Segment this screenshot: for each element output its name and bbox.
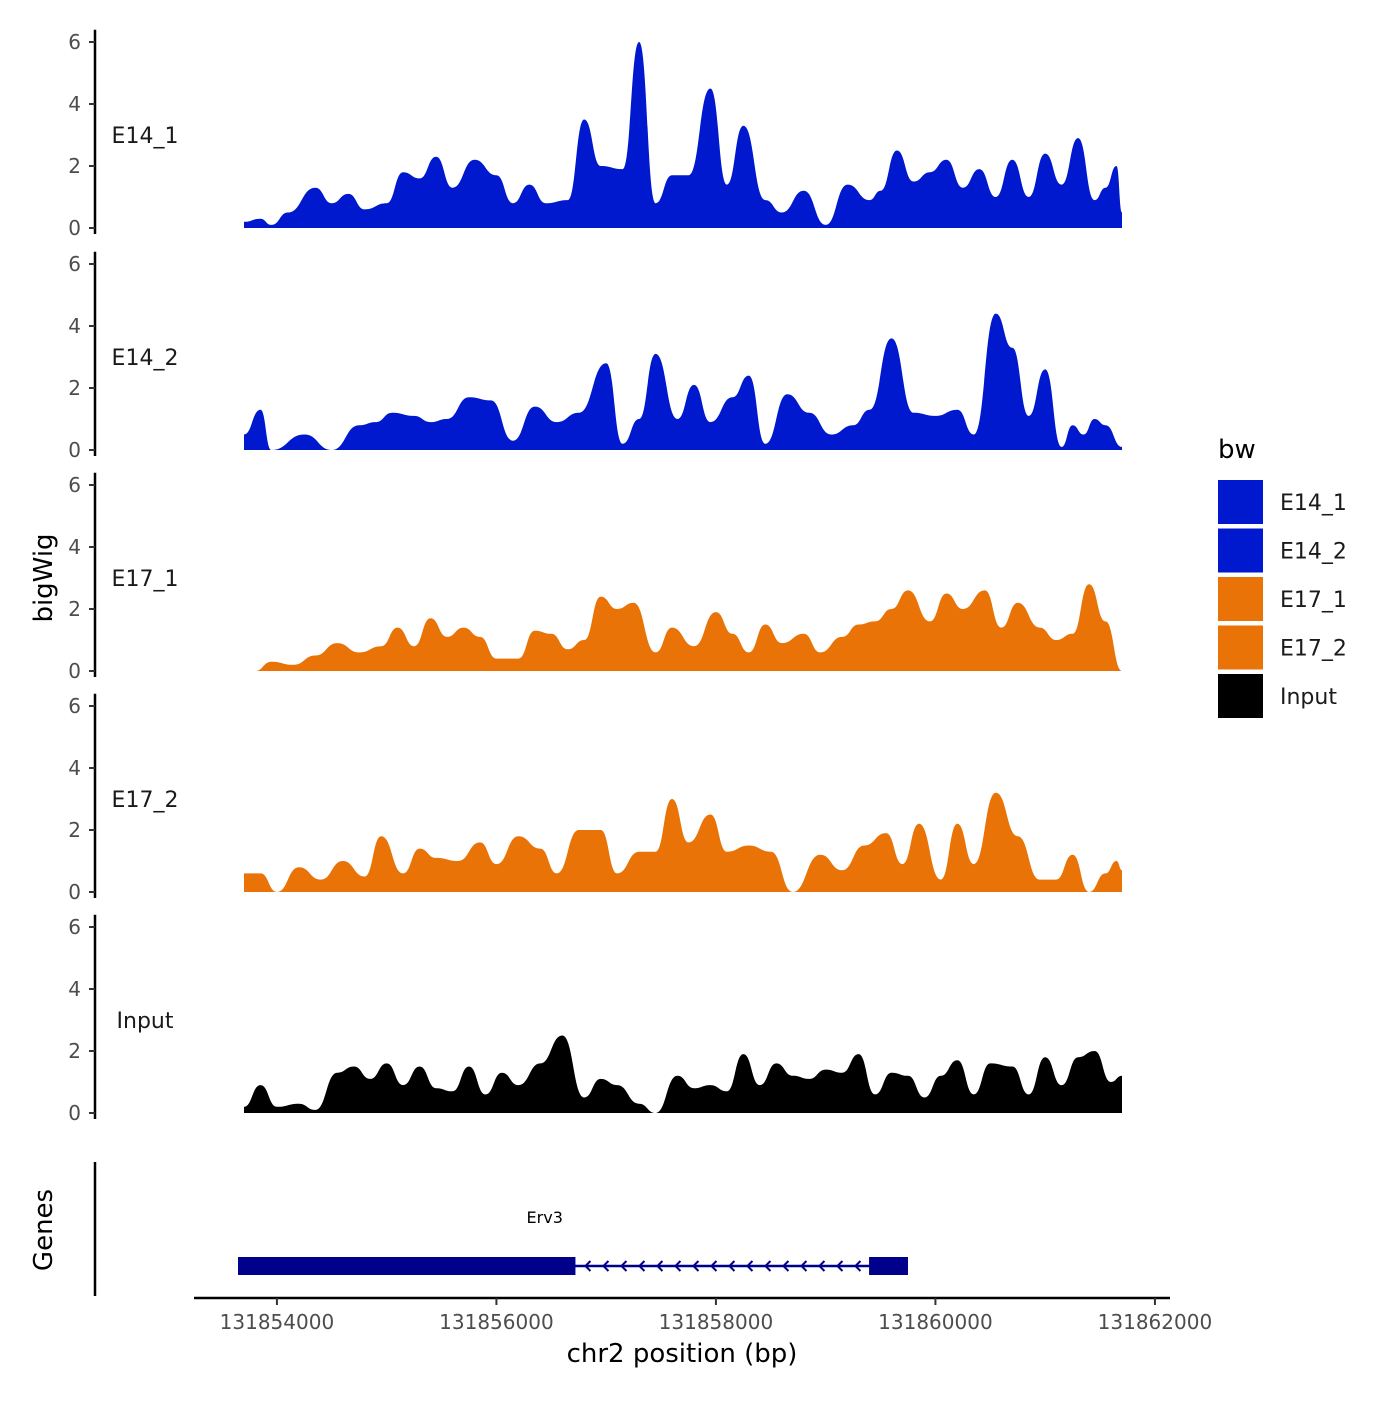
y-tick-label: 2: [68, 818, 81, 842]
track-input: 0 2 4 6 Input: [68, 914, 1122, 1125]
gene-name-label: Erv3: [527, 1208, 563, 1227]
track-label: E17_2: [112, 788, 179, 813]
gene-exon: [238, 1257, 576, 1275]
coverage-area-e17_1: [255, 584, 1122, 671]
strand-arrow: [584, 1260, 592, 1272]
legend-swatch-e17_1: [1218, 577, 1263, 621]
strand-arrow: [674, 1260, 682, 1272]
strand-arrow: [818, 1260, 826, 1272]
strand-arrow: [710, 1260, 718, 1272]
legend-label-input: Input: [1280, 685, 1337, 710]
strand-arrow: [782, 1260, 790, 1272]
y-tick-label: 0: [68, 659, 81, 683]
legend-label-e17_1: E17_1: [1280, 588, 1347, 613]
legend-label-e17_2: E17_2: [1280, 637, 1347, 662]
y-tick-label: 4: [68, 535, 81, 559]
x-axis-title: chr2 position (bp): [567, 1339, 798, 1369]
y-tick-label: 2: [68, 597, 81, 621]
legend-swatch-e14_2: [1218, 528, 1263, 573]
track-e14_2: 0 2 4 6 E14_2: [68, 251, 1122, 462]
coverage-area-input: [244, 1035, 1122, 1113]
track-e17_2: 0 2 4 6 E17_2: [68, 693, 1122, 904]
y-tick-label: 0: [68, 216, 81, 240]
track-e17_1: 0 2 4 6 E17_1: [68, 472, 1122, 683]
track-e14_1: 0 2 4 6 E14_1: [68, 29, 1122, 240]
y-tick-label: 4: [68, 314, 81, 338]
legend-swatch-e17_2: [1218, 625, 1263, 670]
y-tick-label: 0: [68, 1101, 81, 1125]
y-tick-label: 6: [68, 915, 81, 939]
strand-arrow: [638, 1260, 646, 1272]
y-tick-label: 2: [68, 1039, 81, 1063]
strand-arrow: [836, 1260, 844, 1272]
strand-arrow: [602, 1260, 610, 1272]
strand-arrow: [854, 1260, 862, 1272]
y-axis-title: bigWig: [29, 533, 59, 622]
y-tick-label: 6: [68, 694, 81, 718]
y-tick-label: 4: [68, 756, 81, 780]
x-tick-label: 131862000: [1098, 1310, 1213, 1334]
y-tick-label: 6: [68, 252, 81, 276]
y-tick-label: 2: [68, 376, 81, 400]
y-tick-label: 4: [68, 977, 81, 1001]
y-tick-label: 4: [68, 92, 81, 116]
gene-erv3: Erv3: [238, 1208, 908, 1275]
strand-arrow: [692, 1260, 700, 1272]
gene-exon: [869, 1257, 908, 1275]
x-tick-label: 131860000: [878, 1310, 993, 1334]
legend-label-e14_1: E14_1: [1280, 491, 1347, 516]
y-tick-label: 6: [68, 30, 81, 54]
legend-label-e14_2: E14_2: [1280, 540, 1347, 565]
legend: bw E14_1 E14_2 E17_1 E17_2 Input: [1218, 435, 1347, 718]
x-tick-label: 131858000: [659, 1310, 774, 1334]
y-tick-label: 2: [68, 154, 81, 178]
strand-arrow: [728, 1260, 736, 1272]
track-label: E14_1: [112, 124, 179, 149]
strand-arrow: [620, 1260, 628, 1272]
x-tick-label: 131856000: [439, 1310, 554, 1334]
strand-arrow: [800, 1260, 808, 1272]
legend-swatch-e14_1: [1218, 480, 1263, 524]
strand-arrow: [746, 1260, 754, 1272]
y-tick-label: 0: [68, 880, 81, 904]
genes-axis-title: Genes: [29, 1189, 59, 1271]
legend-title: bw: [1218, 435, 1256, 465]
strand-arrow: [656, 1260, 664, 1272]
track-label: Input: [117, 1009, 174, 1034]
legend-swatch-input: [1218, 674, 1263, 718]
track-label: E17_1: [112, 567, 179, 592]
strand-arrow: [764, 1260, 772, 1272]
x-tick-label: 131854000: [220, 1310, 335, 1334]
coverage-area-e14_1: [244, 42, 1122, 228]
coverage-area-e17_2: [244, 792, 1122, 892]
coverage-area-e14_2: [244, 313, 1122, 450]
track-label: E14_2: [112, 346, 179, 371]
y-tick-label: 0: [68, 438, 81, 462]
y-tick-label: 6: [68, 473, 81, 497]
